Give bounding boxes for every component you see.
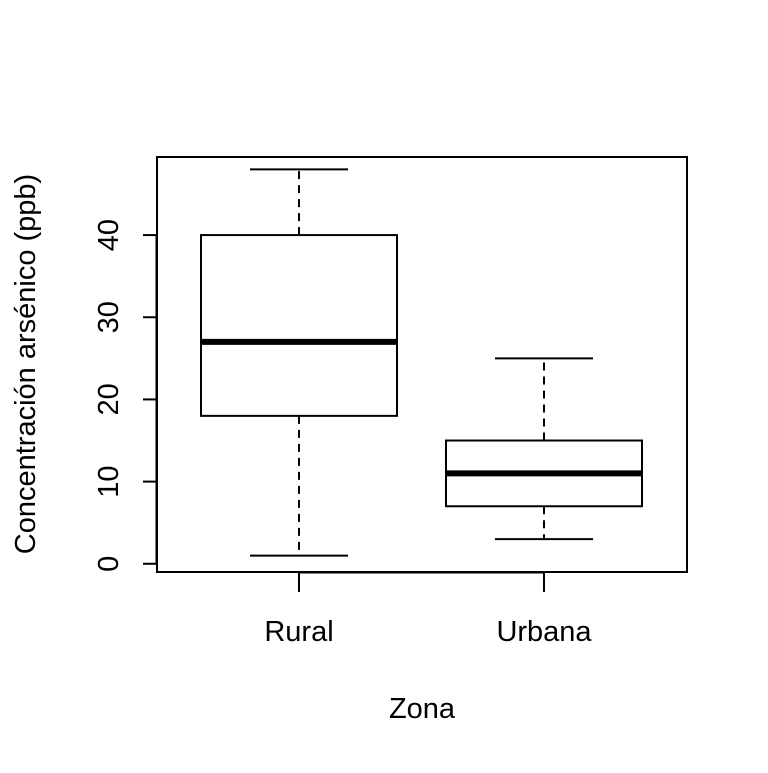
x-tick-label-urbana: Urbana — [496, 616, 592, 648]
y-tick-label-30: 30 — [93, 301, 125, 333]
y-tick-label-20: 20 — [93, 383, 125, 415]
x-axis-title: Zona — [389, 693, 456, 725]
y-tick-label-10: 10 — [93, 465, 125, 497]
y-tick-label-0: 0 — [93, 556, 125, 572]
plot-layer: 0 10 20 30 40 Rural Urbana — [93, 156, 688, 648]
y-tick-label-40: 40 — [93, 219, 125, 251]
y-axis-title: Concentración arsénico (ppb) — [10, 174, 42, 554]
x-tick-label-rural: Rural — [264, 616, 333, 648]
box-rural — [200, 234, 398, 417]
